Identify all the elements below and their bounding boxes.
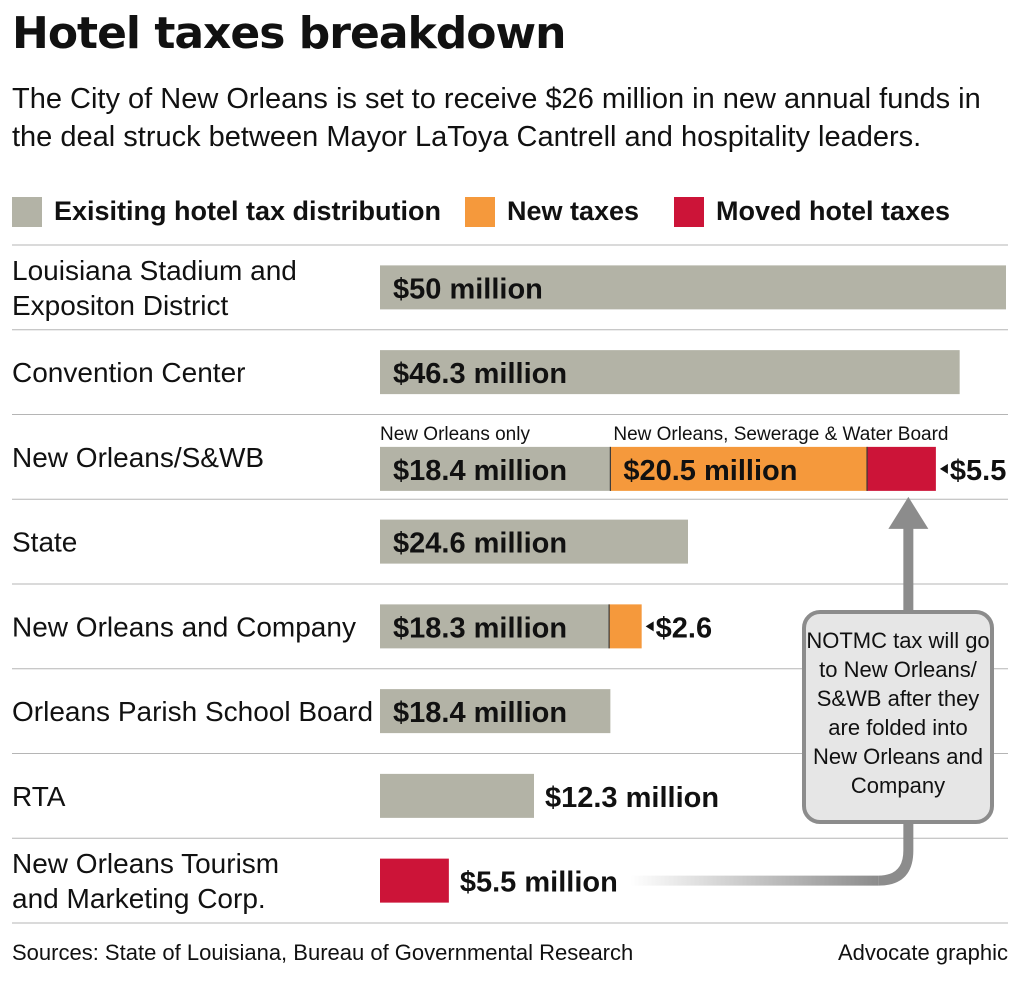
callout-text-line: NOTMC tax will go — [806, 628, 989, 653]
legend-item-new: New taxes — [465, 196, 639, 227]
value-label: $50 million — [393, 273, 543, 305]
legend-label-new: New taxes — [507, 196, 640, 226]
callout-text-line: to New Orleans/ — [819, 657, 978, 682]
category-label-louisiana-stadium-and-expositon-district: Expositon District — [12, 290, 229, 321]
legend-item-moved: Moved hotel taxes — [674, 196, 950, 227]
pointer-icon — [645, 621, 654, 632]
category-label-louisiana-stadium-and-expositon-district: Louisiana Stadium and — [12, 255, 297, 286]
value-label: $18.4 million — [393, 455, 567, 487]
category-label-new-orleans-tourism-and-marketing-corp: and Marketing Corp. — [12, 883, 266, 914]
chart-title: Hotel taxes breakdown — [12, 8, 566, 59]
bar-existing-state — [380, 519, 688, 564]
pointer-icon — [939, 463, 948, 474]
bar-existing-louisiana-stadium-and-expositon-district — [380, 265, 1006, 310]
legend-label-existing: Exisiting hotel tax distribution — [54, 196, 442, 226]
source-note: Sources: State of Louisiana, Bureau of G… — [12, 940, 634, 965]
callout-text-line: Company — [851, 773, 945, 798]
category-label-state: State — [12, 527, 77, 558]
chart-subtitle: The City of New Orleans is set to receiv… — [12, 83, 981, 153]
legend-label-moved: Moved hotel taxes — [716, 196, 951, 226]
bar-existing-new-orleans-s-wb — [380, 446, 611, 491]
value-label: $2.6 — [656, 612, 712, 644]
value-label: $46.3 million — [393, 358, 567, 390]
bar-existing-orleans-parish-school-board — [380, 689, 611, 734]
value-label: $18.4 million — [393, 697, 567, 729]
category-label-rta: RTA — [12, 781, 66, 812]
category-label-new-orleans-and-company: New Orleans and Company — [12, 611, 356, 642]
arrow-head-icon — [888, 496, 929, 529]
bar-existing-rta — [380, 773, 534, 818]
value-label: $5.5 — [950, 455, 1006, 487]
bar-new-new-orleans-s-wb — [610, 446, 868, 491]
legend-item-existing: Exisiting hotel tax distribution — [12, 196, 441, 227]
category-label-new-orleans-s-wb: New Orleans/S&WB — [12, 442, 264, 473]
category-label-orleans-parish-school-board: Orleans Parish School Board — [12, 696, 373, 727]
value-label: $5.5 million — [460, 867, 618, 899]
value-label: $24.6 million — [393, 528, 567, 560]
legend-swatch-new — [465, 196, 495, 227]
bar-moved-new-orleans-s-wb — [867, 446, 936, 491]
callout-text-line: S&WB after they — [817, 686, 980, 711]
bar-moved-new-orleans-tourism-and-marketing-corp — [380, 858, 449, 903]
value-label: $18.3 million — [393, 612, 567, 644]
bar-existing-convention-center — [380, 350, 960, 395]
callout-box — [802, 610, 994, 824]
category-label-convention-center: Convention Center — [12, 357, 245, 388]
category-label-new-orleans-tourism-and-marketing-corp: New Orleans Tourism — [12, 848, 279, 879]
value-label: $12.3 million — [545, 782, 719, 814]
connector-fade — [630, 875, 879, 886]
credit-note: Advocate graphic — [838, 940, 1008, 965]
legend-swatch-moved — [674, 196, 704, 227]
value-label: $20.5 million — [623, 455, 797, 487]
callout-text-line: New Orleans and — [813, 744, 983, 769]
legend-swatch-existing — [12, 196, 42, 227]
bar-new-new-orleans-and-company — [609, 604, 642, 649]
callout-text-line: are folded into — [828, 715, 967, 740]
segment-annotation: New Orleans, Sewerage & Water Board — [613, 424, 948, 445]
bar-existing-new-orleans-and-company — [380, 604, 610, 649]
segment-annotation: New Orleans only — [380, 424, 530, 445]
